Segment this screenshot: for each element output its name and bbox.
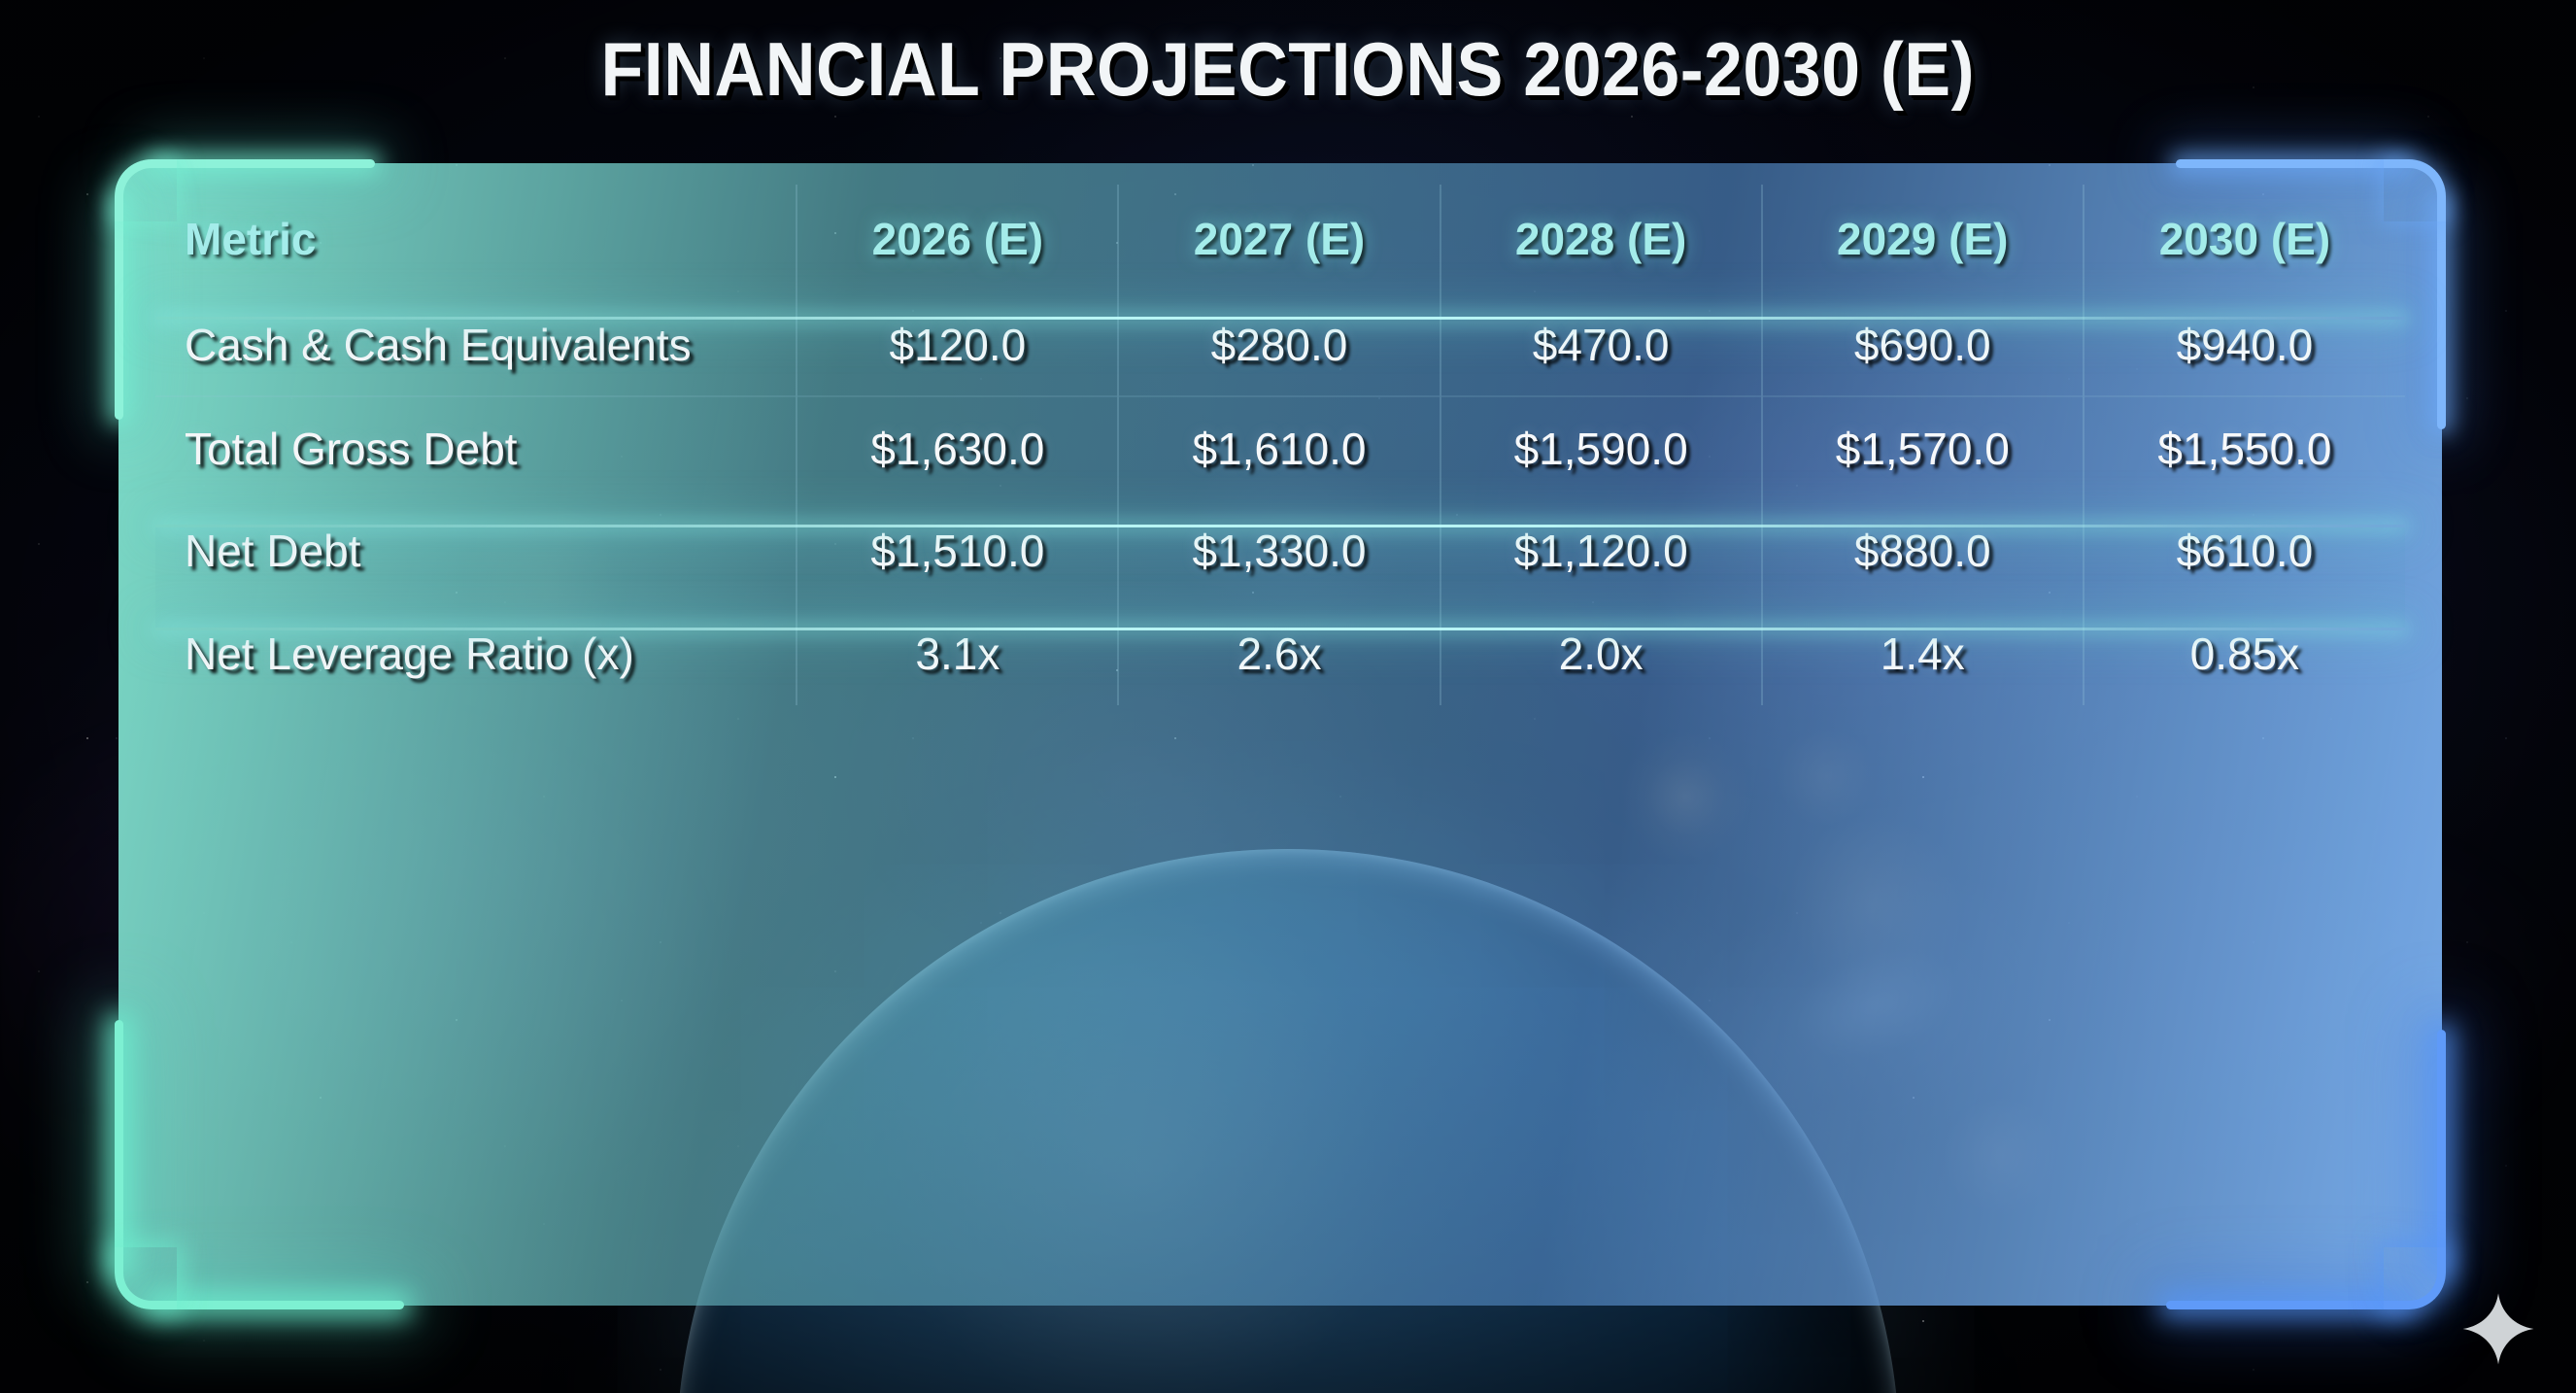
table-header-row: Metric 2026 (E) 2027 (E) 2028 (E) 2029 ( [155,185,2405,293]
cell-text: Cash & Cash Equivalents [185,319,692,370]
cell-gross-debt-2028: $1,590.0 [1439,395,1762,499]
page-title: FINANCIAL PROJECTIONS 2026-2030 (E) [600,26,1976,112]
table-row: Total Gross Debt $1,630.0 $1,610.0 $1,59… [155,395,2405,499]
cell-text: $1,610.0 [1192,423,1367,474]
cell-leverage-2028: 2.0x [1439,602,1762,705]
column-header-2026: 2026 (E) [796,185,1119,293]
cell-leverage-2026: 3.1x [796,602,1119,705]
corner-accent-bottom-left-curve [115,1247,177,1309]
cell-text: $610.0 [2176,526,2314,576]
cell-gross-debt-2029: $1,570.0 [1760,395,2084,499]
corner-accent-top-right-horizontal [2176,159,2409,168]
cell-text: $1,550.0 [2157,423,2332,474]
row-label-net-debt: Net Debt [155,499,797,602]
row-label-net-leverage-ratio: Net Leverage Ratio (x) [155,602,797,705]
cell-text: $1,630.0 [870,423,1045,474]
cell-text: $1,510.0 [870,526,1045,576]
cell-text: $940.0 [2176,319,2314,370]
column-header-2026-label: 2026 (E) [871,214,1044,264]
cell-net-debt-2028: $1,120.0 [1439,499,1762,602]
cell-text: 2.0x [1558,629,1644,679]
column-header-2029-label: 2029 (E) [1837,214,2009,264]
corner-accent-bottom-right-vertical [2437,1030,2446,1273]
cell-text: $280.0 [1210,319,1348,370]
corner-accent-top-left-horizontal [152,159,375,168]
cell-text: Total Gross Debt [185,423,518,474]
table-body: Cash & Cash Equivalents $120.0 $280.0 $4… [155,293,2405,705]
column-header-2028-label: 2028 (E) [1514,214,1687,264]
column-header-2030-label: 2030 (E) [2158,214,2331,264]
cell-cash-2026: $120.0 [796,293,1119,396]
column-header-2027: 2027 (E) [1117,185,1441,293]
cell-text: Net Leverage Ratio (x) [185,629,634,679]
column-header-2027-label: 2027 (E) [1193,214,1366,264]
cell-leverage-2029: 1.4x [1760,602,2084,705]
cell-gross-debt-2030: $1,550.0 [2082,395,2405,499]
cell-cash-2028: $470.0 [1439,293,1762,396]
cell-text: $470.0 [1532,319,1670,370]
cell-gross-debt-2026: $1,630.0 [796,395,1119,499]
cell-text: 0.85x [2189,629,2300,679]
corner-accent-bottom-right-horizontal [2166,1301,2409,1309]
corner-accent-top-right-vertical [2437,196,2446,429]
table-header: Metric 2026 (E) 2027 (E) 2028 (E) 2029 ( [155,185,2405,293]
cell-leverage-2030: 0.85x [2082,602,2405,705]
corner-accent-top-left-vertical [115,196,123,420]
cell-text: 3.1x [915,629,1000,679]
slide-title-container: FINANCIAL PROJECTIONS 2026-2030 (E) [0,31,2576,107]
corner-accent-bottom-left-horizontal [152,1301,404,1309]
cell-gross-debt-2027: $1,610.0 [1117,395,1441,499]
cell-text: $1,330.0 [1192,526,1367,576]
column-header-2028: 2028 (E) [1439,185,1762,293]
cell-net-debt-2029: $880.0 [1760,499,2084,602]
cell-text: 2.6x [1237,629,1322,679]
cell-cash-2029: $690.0 [1760,293,2084,396]
corner-accent-bottom-left-vertical [115,1020,123,1273]
table-row: Cash & Cash Equivalents $120.0 $280.0 $4… [155,293,2405,396]
column-header-metric: Metric [155,185,797,293]
content-frame: Metric 2026 (E) 2027 (E) 2028 (E) 2029 ( [115,159,2446,1309]
cell-text: $690.0 [1853,319,1991,370]
cell-net-debt-2026: $1,510.0 [796,499,1119,602]
financial-table-container: Metric 2026 (E) 2027 (E) 2028 (E) 2029 ( [155,185,2405,705]
cell-cash-2030: $940.0 [2082,293,2405,396]
table-row-highlighted: Net Debt $1,510.0 $1,330.0 $1,120.0 $880 [155,499,2405,602]
cell-net-debt-2030: $610.0 [2082,499,2405,602]
financial-projections-table: Metric 2026 (E) 2027 (E) 2028 (E) 2029 ( [155,185,2405,705]
column-header-2030: 2030 (E) [2082,185,2405,293]
cell-leverage-2027: 2.6x [1117,602,1441,705]
cell-text: $120.0 [889,319,1027,370]
cell-text: $1,120.0 [1513,526,1688,576]
row-label-total-gross-debt: Total Gross Debt [155,395,797,499]
sparkle-icon [2461,1292,2535,1366]
cell-net-debt-2027: $1,330.0 [1117,499,1441,602]
cell-text: Net Debt [185,526,361,576]
cell-cash-2027: $280.0 [1117,293,1441,396]
cell-text: 1.4x [1880,629,1965,679]
column-header-metric-label: Metric [185,214,317,264]
cell-text: $880.0 [1853,526,1991,576]
cell-text: $1,570.0 [1835,423,2010,474]
cell-text: $1,590.0 [1513,423,1688,474]
column-header-2029: 2029 (E) [1760,185,2084,293]
corner-accent-bottom-right-curve [2384,1247,2446,1309]
row-label-cash-and-cash-equivalents: Cash & Cash Equivalents [155,293,797,396]
table-row: Net Leverage Ratio (x) 3.1x 2.6x 2.0x 1. [155,602,2405,705]
